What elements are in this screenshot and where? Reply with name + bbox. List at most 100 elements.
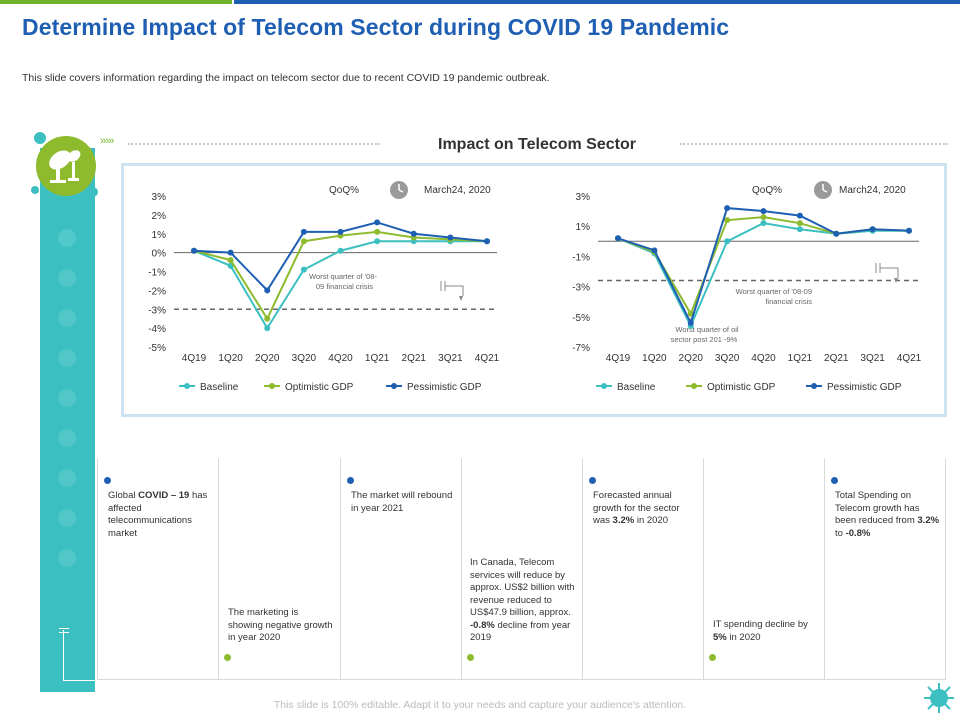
x-tick-label: 2Q21 <box>402 353 427 364</box>
card-marker <box>104 477 111 484</box>
legend-marker <box>391 383 397 389</box>
data-point <box>337 228 344 235</box>
info-card-7: Total Spending on Telecom growth has bee… <box>824 458 946 680</box>
data-point <box>300 238 307 245</box>
data-point <box>796 220 803 227</box>
x-tick-label: 1Q20 <box>642 353 667 364</box>
oil-sector-annotation: Worst quarter of oil sector post 201 -9% <box>671 325 739 344</box>
x-tick-label: 2Q20 <box>679 353 704 364</box>
x-tick-label: 4Q20 <box>328 353 353 364</box>
y-tick-label: -3% <box>148 305 166 316</box>
data-point <box>760 214 767 221</box>
dotted-divider-right <box>680 143 948 145</box>
y-tick-label: -4% <box>148 324 166 335</box>
legend-label: Optimistic GDP <box>707 382 776 393</box>
card-marker <box>224 654 231 661</box>
data-point <box>374 238 381 245</box>
dotted-divider-left <box>128 143 380 145</box>
data-point <box>724 217 731 224</box>
legend-marker <box>184 383 190 389</box>
data-point <box>410 230 417 237</box>
info-card-3: The market will rebound in year 2021 <box>340 458 462 680</box>
y-tick-label: 1% <box>576 222 591 233</box>
x-tick-label: 3Q21 <box>860 353 885 364</box>
data-point <box>447 234 454 241</box>
data-point <box>724 238 731 245</box>
x-tick-label: 4Q21 <box>897 353 922 364</box>
reference-line-label-part: 09 financial crisis <box>316 282 373 291</box>
data-point <box>906 227 912 234</box>
y-tick-label: 3% <box>576 192 591 203</box>
reference-line-label-part: Worst quarter of '08-09 <box>736 287 812 296</box>
info-card-5: Forecasted annual growth for the sector … <box>582 458 704 680</box>
footer-note: This slide is 100% editable. Adapt it to… <box>273 699 687 711</box>
section-title: Impact on Telecom Sector <box>438 136 636 153</box>
top-accent-bar-blue <box>234 0 960 4</box>
charts-panel: QoQ% March24, 2020 3% 2% 1% 0% -1% -2% -3% -4% -5%… <box>121 163 947 417</box>
virus-pattern-icon <box>58 229 76 567</box>
reference-pointer <box>440 281 464 296</box>
card-text: The marketing is showing negative growth… <box>228 607 333 643</box>
card-marker <box>589 477 596 484</box>
clock-icon <box>390 181 408 199</box>
data-point <box>833 230 840 237</box>
card-marker <box>347 477 354 484</box>
x-tick-label: 1Q21 <box>788 353 813 364</box>
y-tick-label: -5% <box>148 343 166 354</box>
data-point <box>300 266 307 273</box>
data-point <box>264 315 271 322</box>
clock-hand <box>398 189 404 193</box>
info-card-6: IT spending decline by 5% in 2020 <box>704 458 826 680</box>
card-text: In Canada, Telecom services will reduce … <box>470 557 575 643</box>
reference-line-label-part: Worst quarter of '08- <box>309 272 377 281</box>
line-chart-1: QoQ% March24, 2020 3% 2% 1% 0% -1% -2% -3% -4% -5%… <box>148 181 500 393</box>
card-marker <box>831 477 838 484</box>
card-text: IT spending decline by 5% in 2020 <box>713 619 808 643</box>
charts-svg: QoQ% March24, 2020 3% 2% 1% 0% -1% -2% -3% -4% -5%… <box>148 181 922 393</box>
legend-label: Baseline <box>617 382 656 393</box>
data-point <box>191 247 197 254</box>
bracket-decoration <box>59 628 69 629</box>
legend-marker <box>269 383 275 389</box>
card-text: The market will rebound in year 2021 <box>351 490 453 514</box>
y-tick-label: -3% <box>572 283 590 294</box>
virus-icon <box>924 683 954 713</box>
info-card-2: The marketing is showing negative growth… <box>219 458 341 680</box>
legend-label: Baseline <box>200 382 239 393</box>
data-point <box>796 212 803 219</box>
data-point <box>615 235 621 242</box>
y-tick-label: 2% <box>152 211 167 222</box>
x-tick-label: 4Q19 <box>182 353 207 364</box>
data-point <box>724 205 731 212</box>
x-tick-label: 2Q21 <box>824 353 849 364</box>
x-tick-label: 3Q20 <box>292 353 317 364</box>
legend-marker <box>601 383 607 389</box>
x-tick-label: 4Q20 <box>751 353 776 364</box>
reference-line-label: Worst quarter of '08-09 financial crisis <box>736 287 813 306</box>
line-chart-2: QoQ% March24, 2020 3% 1% -1% -3% -5% -7% Worst q… <box>572 181 922 393</box>
data-point <box>484 238 490 245</box>
legend-label: Optimistic GDP <box>285 382 354 393</box>
bracket-decoration <box>63 630 108 681</box>
card-marker <box>467 654 474 661</box>
series-line-baseline <box>617 222 909 329</box>
y-tick-label: 3% <box>152 192 167 203</box>
top-accent-bar-green <box>0 0 232 4</box>
y-tick-label: -7% <box>572 343 590 354</box>
y-tick-label: 0% <box>152 249 167 260</box>
y-tick-label: -1% <box>148 268 166 279</box>
down-arrow-icon <box>894 278 898 283</box>
data-point <box>760 208 767 215</box>
y-tick-label: -2% <box>148 286 166 297</box>
legend-marker <box>811 383 817 389</box>
annotation-part: Worst quarter of oil <box>675 325 739 334</box>
data-point <box>264 287 271 294</box>
reference-line-label: Worst quarter of '08-09 financial crisis <box>309 272 377 291</box>
y-tick-label: 1% <box>152 230 167 241</box>
x-tick-label: 3Q20 <box>715 353 740 364</box>
info-card-1: Global COVID – 19 has affected telecommu… <box>97 458 219 680</box>
chart-date-label: March24, 2020 <box>424 185 491 196</box>
clock-hand <box>822 189 828 193</box>
legend-label: Pessimistic GDP <box>827 382 902 393</box>
card-text: Total Spending on Telecom growth has bee… <box>835 490 940 539</box>
